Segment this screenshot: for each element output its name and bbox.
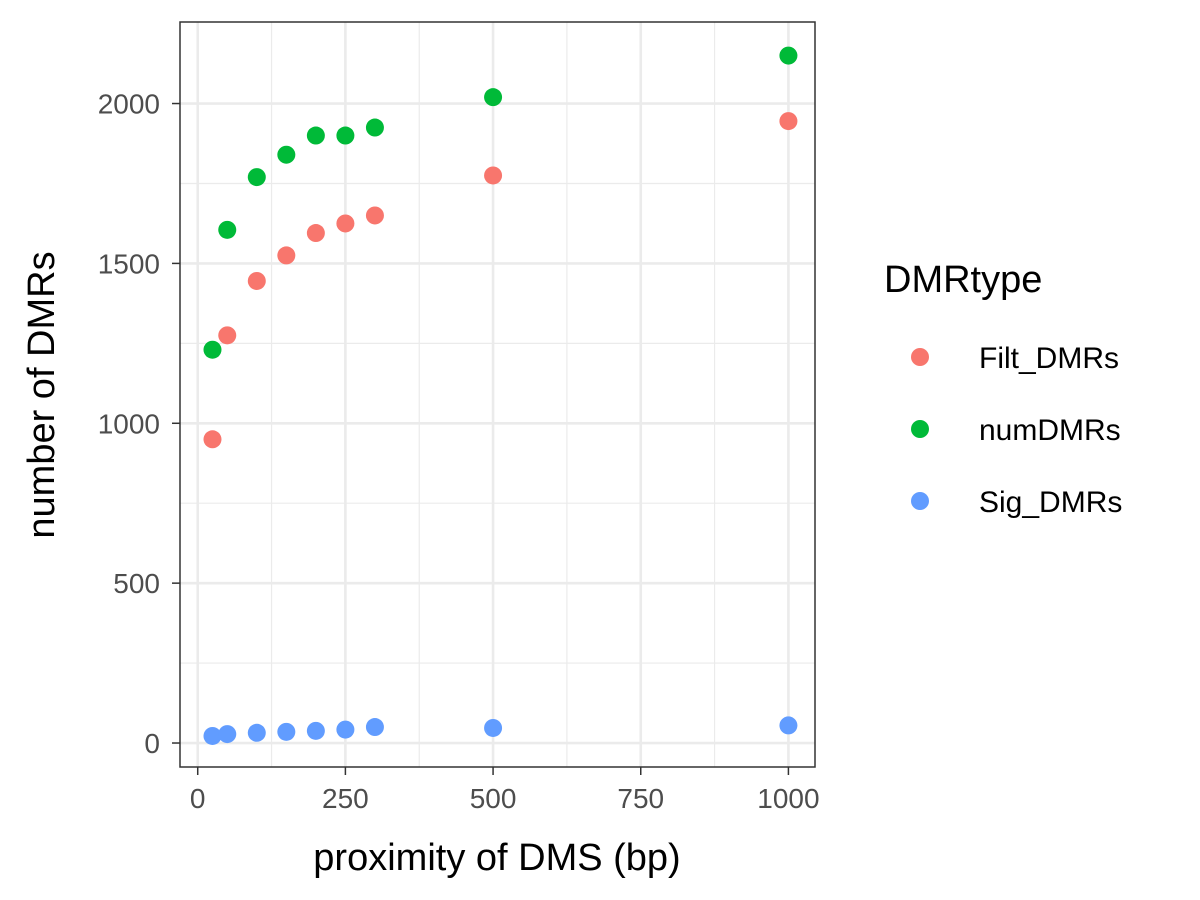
y-tick-label: 1500 [98, 248, 160, 279]
tick-labels: 0 250 500 750 1000 0 500 1000 1500 2000 [98, 89, 820, 814]
x-axis-title: proximity of DMS (bp) [313, 837, 680, 879]
legend-key-Filt_DMRs [911, 348, 929, 366]
axis-ticks [172, 102, 790, 775]
point-Sig_DMRs [203, 726, 222, 745]
point-Filt_DMRs [218, 326, 237, 345]
y-tick-label: 0 [144, 728, 160, 759]
point-numDMRs [203, 340, 222, 359]
point-numDMRs [336, 126, 355, 145]
point-Sig_DMRs [779, 716, 798, 735]
point-numDMRs [277, 145, 296, 164]
legend-label-Filt_DMRs: Filt_DMRs [979, 342, 1119, 375]
data-points [203, 46, 798, 745]
point-numDMRs [365, 118, 384, 137]
legend: DMRtype Filt_DMRs numDMRs Sig_DMRs [884, 259, 1122, 519]
plot-panel-border [179, 21, 816, 768]
point-Filt_DMRs [779, 112, 798, 131]
point-Sig_DMRs [277, 722, 296, 741]
point-Sig_DMRs [247, 723, 266, 742]
y-tick-label: 2000 [98, 89, 160, 120]
x-tick-label: 750 [617, 783, 664, 814]
y-axis-title: number of DMRs [21, 251, 63, 538]
point-Sig_DMRs [365, 718, 384, 737]
y-tick-label: 500 [113, 568, 160, 599]
point-Sig_DMRs [336, 720, 355, 739]
legend-label-numDMRs: numDMRs [979, 414, 1121, 447]
legend-title: DMRtype [884, 259, 1042, 301]
x-tick-label: 500 [470, 783, 517, 814]
point-Filt_DMRs [365, 206, 384, 225]
legend-key-Sig_DMRs [911, 492, 929, 510]
plot-background [180, 22, 815, 767]
point-Filt_DMRs [484, 166, 503, 185]
point-Sig_DMRs [218, 725, 237, 744]
point-Filt_DMRs [247, 271, 266, 290]
grid-minor [180, 22, 815, 767]
legend-key-numDMRs [911, 420, 929, 438]
point-numDMRs [247, 168, 266, 187]
y-tick-label: 1000 [98, 408, 160, 439]
point-numDMRs [779, 46, 798, 65]
point-Filt_DMRs [203, 430, 222, 449]
point-Filt_DMRs [277, 246, 296, 265]
point-Sig_DMRs [484, 718, 503, 737]
point-Filt_DMRs [306, 224, 325, 243]
point-numDMRs [306, 126, 325, 145]
x-tick-label: 1000 [757, 783, 819, 814]
legend-items: Filt_DMRs numDMRs Sig_DMRs [911, 342, 1122, 519]
point-numDMRs [484, 88, 503, 107]
point-Filt_DMRs [336, 214, 355, 233]
legend-label-Sig_DMRs: Sig_DMRs [979, 486, 1122, 519]
x-tick-label: 0 [190, 783, 206, 814]
x-tick-label: 250 [322, 783, 369, 814]
point-numDMRs [218, 220, 237, 239]
point-Sig_DMRs [306, 721, 325, 740]
